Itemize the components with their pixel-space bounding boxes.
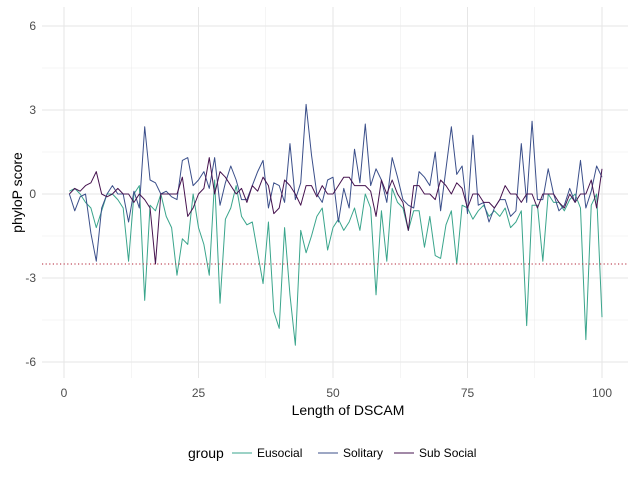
- y-tick-label: 3: [29, 103, 36, 117]
- legend: group Eusocial Solitary Sub Social: [188, 445, 476, 461]
- series-line-eusocial: [69, 179, 603, 346]
- minor-gridlines: [42, 7, 628, 378]
- series-line-solitary: [68, 103, 603, 262]
- legend-label: Eusocial: [257, 446, 302, 460]
- x-tick-labels: 0 25 50 75 100: [61, 386, 613, 400]
- x-tick-label: 50: [326, 386, 340, 400]
- y-axis-title: phyloP score: [9, 152, 25, 233]
- x-tick-label: 0: [61, 386, 68, 400]
- y-tick-label: -3: [25, 271, 36, 285]
- x-tick-label: 100: [592, 386, 612, 400]
- series-line-sub-social: [69, 157, 603, 265]
- x-tick-label: 25: [192, 386, 206, 400]
- y-tick-labels: -6 -3 0 3 6: [25, 19, 36, 369]
- series-lines: [68, 103, 603, 346]
- legend-title: group: [188, 445, 224, 461]
- y-tick-label: 0: [29, 187, 36, 201]
- x-tick-label: 75: [461, 386, 475, 400]
- x-axis-title: Length of DSCAM: [292, 402, 405, 418]
- y-tick-label: 6: [29, 19, 36, 33]
- y-tick-label: -6: [25, 355, 36, 369]
- legend-label: Solitary: [343, 446, 383, 460]
- legend-label: Sub Social: [419, 446, 476, 460]
